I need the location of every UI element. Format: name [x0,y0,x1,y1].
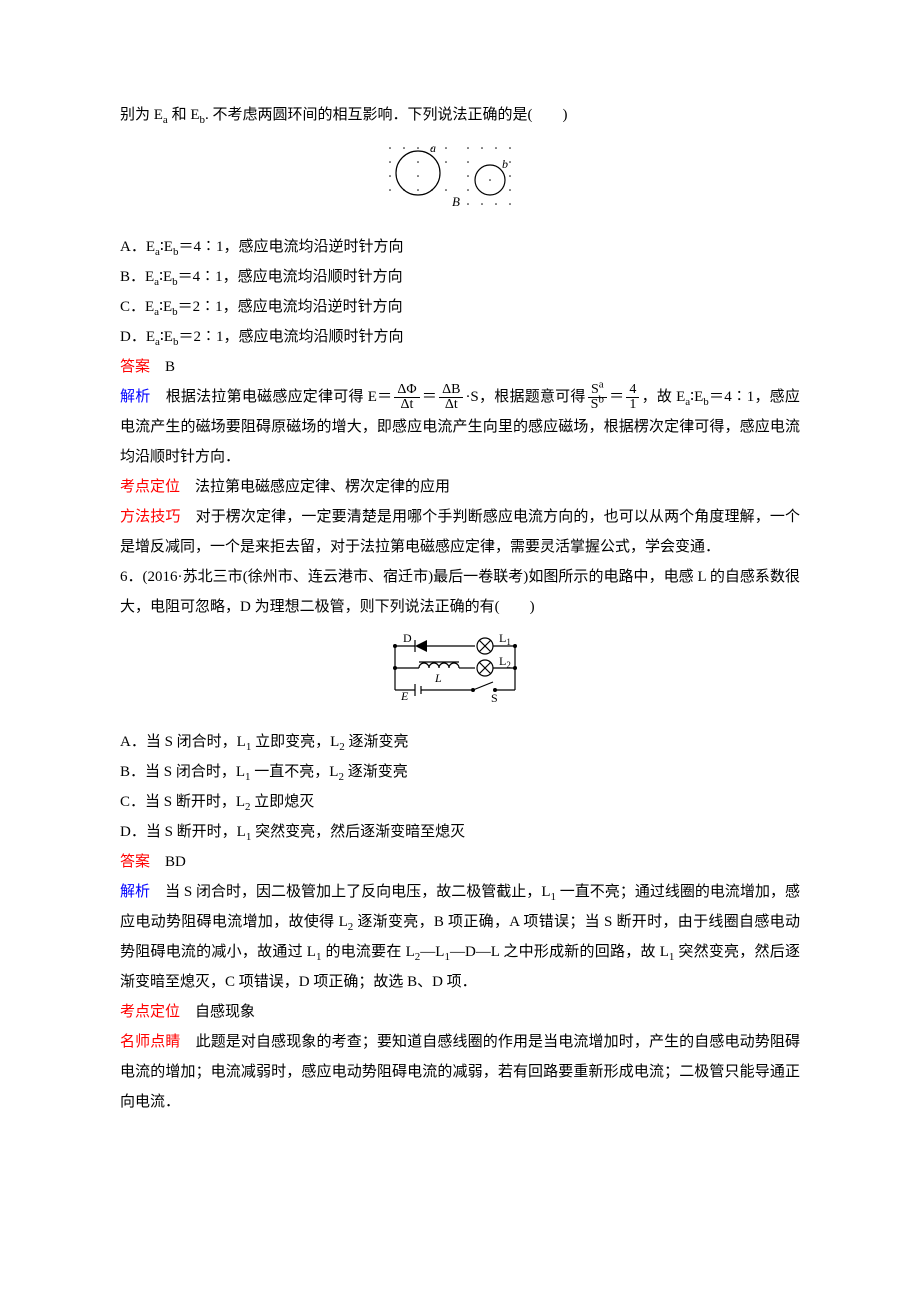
label-L: L [434,671,442,685]
q6-kaodian: 考点定位 自感现象 [120,997,800,1027]
q5-answer: 答案 B [120,352,800,382]
kaodian-label: 考点定位 [120,479,180,495]
fangfa-label: 方法技巧 [120,509,180,525]
q5-option-c: C．Ea∶Eb＝2∶1，感应电流均沿逆时针方向 [120,292,800,322]
q5-option-a: A．Ea∶Eb＝4∶1，感应电流均沿逆时针方向 [120,232,800,262]
label-b: b [502,157,508,171]
label-D: D [403,631,412,645]
q5-analysis: 解析 根据法拉第电磁感应定律可得 E＝ΔΦΔt＝ΔBΔt·S，根据题意可得SaS… [120,382,800,472]
q6-stem: 6．(2016·苏北三市(徐州市、连云港市、宿迁市)最后一卷联考)如图所示的电路… [120,562,800,622]
answer-value: BD [165,854,186,870]
answer-label: 答案 [120,854,150,870]
q6-figure: D L1 L2 L E S [120,630,800,719]
q6-option-a: A．当 S 闭合时，L1 立即变亮，L2 逐渐变亮 [120,727,800,757]
answer-label: 答案 [120,359,150,375]
frac-dphi-dt: ΔΦΔt [394,383,419,412]
q6-answer: 答案 BD [120,847,800,877]
q5-intro: 别为 Ea 和 Eb. 不考虑两圆环间的相互影响．下列说法正确的是( ) [120,100,800,130]
label-S: S [491,691,498,705]
label-a: a [430,141,436,155]
q6-analysis: 解析 当 S 闭合时，因二极管加上了反向电压，故二极管截止，L1 一直不亮；通过… [120,877,800,997]
kaodian-label: 考点定位 [120,1004,180,1020]
q5-kaodian: 考点定位 法拉第电磁感应定律、楞次定律的应用 [120,472,800,502]
analysis-label: 解析 [120,884,150,900]
frac-4-1: 41 [626,383,639,412]
q5-option-b: B．Ea∶Eb＝4∶1，感应电流均沿顺时针方向 [120,262,800,292]
q6-option-d: D．当 S 断开时，L1 突然变亮，然后逐渐变暗至熄灭 [120,817,800,847]
label-B: B [452,194,460,209]
frac-db-dt: ΔBΔt [439,383,463,412]
q6-mingshi: 名师点睛 此题是对自感现象的考查；要知道自感线圈的作用是当电流增加时，产生的自感… [120,1027,800,1117]
q6-option-c: C．当 S 断开时，L2 立即熄灭 [120,787,800,817]
analysis-label: 解析 [120,389,150,405]
mingshi-label: 名师点睛 [120,1034,180,1050]
label-E: E [400,689,409,703]
answer-value: B [165,359,175,375]
q5-fangfa: 方法技巧 对于楞次定律，一定要清楚是用哪个手判断感应电流方向的，也可以从两个角度… [120,502,800,562]
q5-option-d: D．Ea∶Eb＝2∶1，感应电流均沿顺时针方向 [120,322,800,352]
frac-s-ratio: SaSb [588,383,607,412]
q5-figure: a b B [120,138,800,224]
label-L1: L1 [499,631,511,647]
label-L2: L2 [499,654,511,670]
q6-option-b: B．当 S 闭合时，L1 一直不亮，L2 逐渐变亮 [120,757,800,787]
page: 别为 Ea 和 Eb. 不考虑两圆环间的相互影响．下列说法正确的是( ) a b… [0,0,920,1177]
circle-a [396,151,440,195]
